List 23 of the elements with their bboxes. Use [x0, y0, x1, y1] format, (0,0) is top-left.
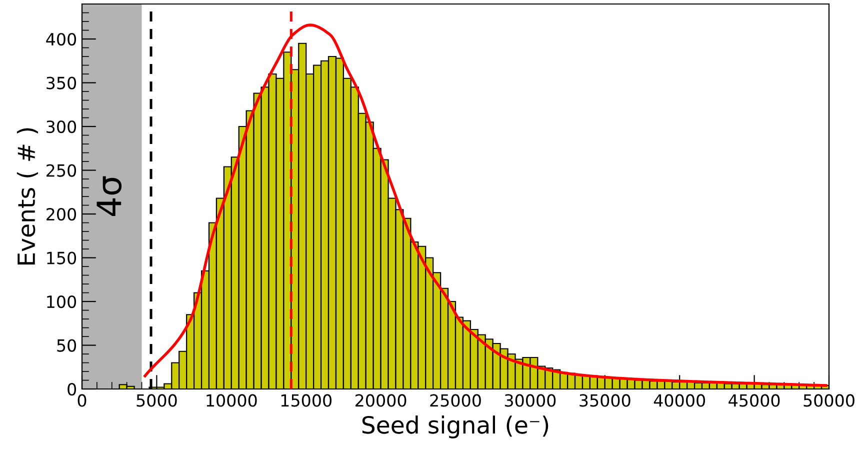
- x-tick-label: 5000: [136, 394, 177, 407]
- y-tick-label: 400: [46, 32, 76, 46]
- x-tick-label: 35000: [580, 394, 630, 407]
- band-label: 4σ: [96, 176, 122, 216]
- y-tick-label: 150: [47, 252, 76, 264]
- y-tick-label: 50: [57, 339, 76, 352]
- y-tick-label: 250: [46, 164, 76, 177]
- x-tick-label: 25000: [430, 394, 481, 407]
- y-axis-title: Events ( # ): [16, 128, 38, 265]
- y-tick-label: 300: [46, 120, 76, 134]
- y-tick-label: 100: [47, 295, 76, 308]
- x-tick-label: 30000: [504, 394, 556, 407]
- x-tick-label: 10000: [206, 394, 257, 407]
- x-tick-label: 0: [78, 394, 86, 407]
- x-tick-label: 40000: [654, 394, 705, 407]
- x-tick-label: 20000: [356, 394, 406, 407]
- y-tick-label: 350: [46, 76, 76, 90]
- x-tick-label: 45000: [728, 394, 780, 407]
- x-tick-label: 50000: [804, 394, 854, 407]
- x-tick-label: 15000: [281, 394, 332, 407]
- x-axis-title: Seed signal (e⁻): [362, 416, 548, 438]
- y-tick-label: 200: [46, 208, 76, 221]
- y-tick-label: 0: [68, 382, 76, 396]
